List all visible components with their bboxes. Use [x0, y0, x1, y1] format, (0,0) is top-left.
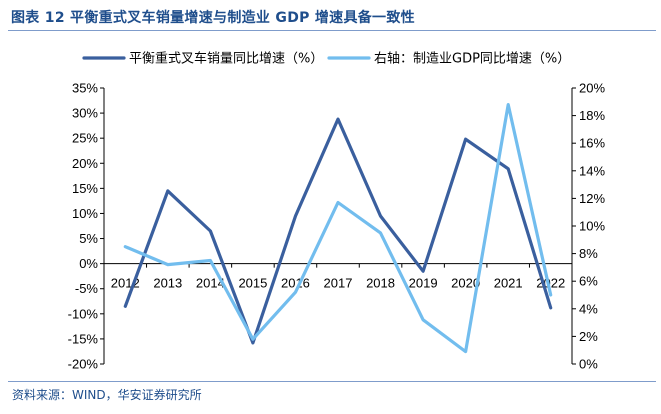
left-axis-tick-label: 0%: [79, 256, 98, 271]
left-axis-tick-label: 15%: [72, 181, 98, 196]
x-axis-tick-label: 2017: [324, 276, 353, 291]
right-axis-tick-label: 18%: [579, 108, 605, 123]
source-note: 资料来源：WIND，华安证券研究所: [12, 388, 202, 402]
x-axis-tick-label: 2016: [281, 276, 310, 291]
left-axis-tick-label: 10%: [72, 206, 98, 221]
right-axis-tick-label: 20%: [579, 81, 605, 96]
title-divider: [8, 30, 656, 31]
left-axis-tick-label: -10%: [68, 306, 99, 321]
series-lines: [123, 102, 553, 354]
right-axis-tick-label: 16%: [579, 136, 605, 151]
right-axis-tick-label: 12%: [579, 191, 605, 206]
right-axis-tick-label: 4%: [579, 301, 598, 316]
left-axis-tick-label: 5%: [79, 231, 98, 246]
left-axis-tick-label: 20%: [72, 156, 98, 171]
left-axis-tick-label: -15%: [68, 331, 99, 346]
right-axis-tick-label: 14%: [579, 163, 605, 178]
axes: 35% 30% 25% 20% 15% 10% 5% 0% -5% -10% -15% -20% 20%…: [68, 81, 606, 372]
x-axis-tick-label: 2018: [366, 276, 395, 291]
right-axis-tick-label: 2%: [579, 329, 598, 344]
legend-label: 右轴：制造业GDP同比增速（%）: [374, 52, 570, 67]
right-axis-tick-label: 8%: [579, 246, 598, 261]
legend-label: 平衡重式叉车销量同比增速（%）: [129, 51, 323, 67]
x-axis-tick-label: 2021: [494, 276, 523, 291]
series-line-manufacturing-gdp: [123, 102, 553, 354]
left-axis-tick-label: 30%: [72, 106, 98, 121]
figure-title: 图表 12 平衡重式叉车销量增速与制造业 GDP 增速具备一致性: [11, 10, 415, 26]
x-axis-tick-label: 2013: [153, 276, 182, 291]
x-axis-tick-label: 2020: [451, 276, 480, 291]
source-divider: [8, 381, 656, 382]
x-axis-tick-label: 2019: [409, 276, 438, 291]
series-line-forklift-sales: [123, 117, 553, 345]
right-axis-tick-label: 10%: [579, 219, 605, 234]
left-axis-tick-label: -20%: [68, 357, 99, 372]
legend: 平衡重式叉车销量同比增速（%） 右轴：制造业GDP同比增速（%）: [82, 51, 570, 67]
x-axis-tick-label: 2015: [238, 276, 267, 291]
left-axis-tick-label: 25%: [72, 131, 98, 146]
left-axis-tick-label: -5%: [75, 281, 99, 296]
right-axis-tick-label: 6%: [579, 274, 598, 289]
right-axis-tick-label: 0%: [579, 357, 598, 372]
x-axis-tick-label: 2014: [196, 276, 225, 291]
left-axis-tick-label: 35%: [72, 81, 98, 96]
